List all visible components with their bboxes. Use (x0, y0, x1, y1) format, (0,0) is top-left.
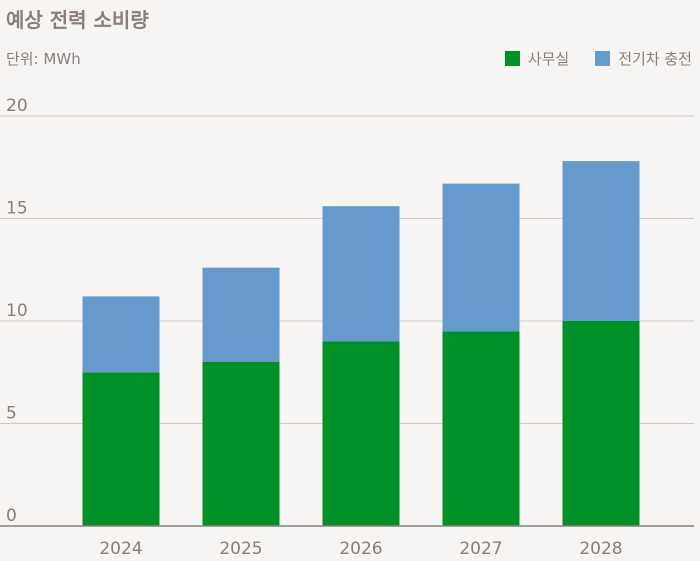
x-tick-label-2025: 2025 (219, 539, 262, 559)
x-tick-label-2028: 2028 (579, 539, 622, 559)
legend-item-office: 사무실 (504, 48, 570, 69)
bar-office-2024 (82, 372, 160, 526)
x-tick-label-2024: 2024 (99, 539, 142, 559)
bar-ev-charging-2027 (442, 183, 520, 332)
bar-office-2028 (562, 321, 640, 526)
bar-ev-charging-2025 (202, 267, 280, 362)
x-tick-label-2027: 2027 (459, 539, 502, 559)
x-tick-label-2026: 2026 (339, 539, 382, 559)
bar-ev-charging-2026 (322, 206, 400, 342)
y-tick-label-5: 5 (6, 404, 17, 424)
bar-office-2026 (322, 341, 400, 526)
legend-item-ev-charging: 전기차 충전 (595, 48, 692, 69)
y-tick-label-20: 20 (6, 96, 28, 116)
bar-ev-charging-2024 (82, 296, 160, 373)
y-tick-label-0: 0 (6, 506, 17, 526)
legend-swatch-ev-charging (595, 51, 611, 66)
y-tick-label-10: 10 (6, 301, 28, 321)
chart-title: 예상 전력 소비량 (6, 8, 149, 32)
legend-swatch-office (504, 51, 520, 66)
bar-office-2025 (202, 362, 280, 526)
legend-label-office: 사무실 (527, 50, 570, 68)
legend-label-ev-charging: 전기차 충전 (618, 50, 692, 68)
bar-office-2027 (442, 331, 520, 526)
y-tick-label-15: 15 (6, 199, 28, 219)
legend: 사무실 전기차 충전 (504, 48, 692, 69)
unit-label: 단위: MWh (6, 50, 81, 68)
bar-ev-charging-2028 (562, 161, 640, 321)
